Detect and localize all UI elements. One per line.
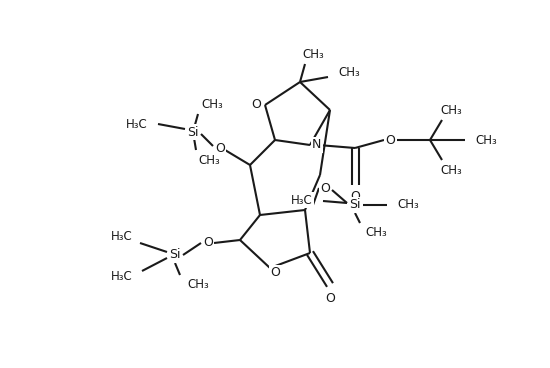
Text: CH₃: CH₃: [338, 66, 360, 78]
Text: O: O: [203, 237, 213, 250]
Text: H₃C: H₃C: [111, 230, 133, 244]
Text: H₃C: H₃C: [126, 117, 148, 131]
Text: O: O: [325, 291, 335, 304]
Text: CH₃: CH₃: [187, 279, 209, 291]
Text: Si: Si: [169, 248, 181, 262]
Text: CH₃: CH₃: [440, 163, 462, 177]
Text: Si: Si: [187, 125, 199, 138]
Text: CH₃: CH₃: [198, 153, 220, 166]
Text: CH₃: CH₃: [201, 98, 223, 110]
Text: O: O: [320, 181, 330, 195]
Text: H₃C: H₃C: [111, 270, 133, 283]
Text: O: O: [270, 266, 280, 280]
Text: O: O: [251, 99, 261, 112]
Text: CH₃: CH₃: [397, 198, 419, 212]
Text: N: N: [312, 138, 321, 152]
Text: CH₃: CH₃: [440, 103, 462, 117]
Text: O: O: [350, 191, 360, 204]
Text: Si: Si: [349, 198, 361, 212]
Text: O: O: [385, 134, 395, 146]
Text: O: O: [215, 142, 225, 155]
Text: CH₃: CH₃: [302, 47, 324, 60]
Text: CH₃: CH₃: [475, 134, 497, 146]
Text: H₃C: H₃C: [292, 194, 313, 206]
Text: CH₃: CH₃: [365, 226, 387, 240]
